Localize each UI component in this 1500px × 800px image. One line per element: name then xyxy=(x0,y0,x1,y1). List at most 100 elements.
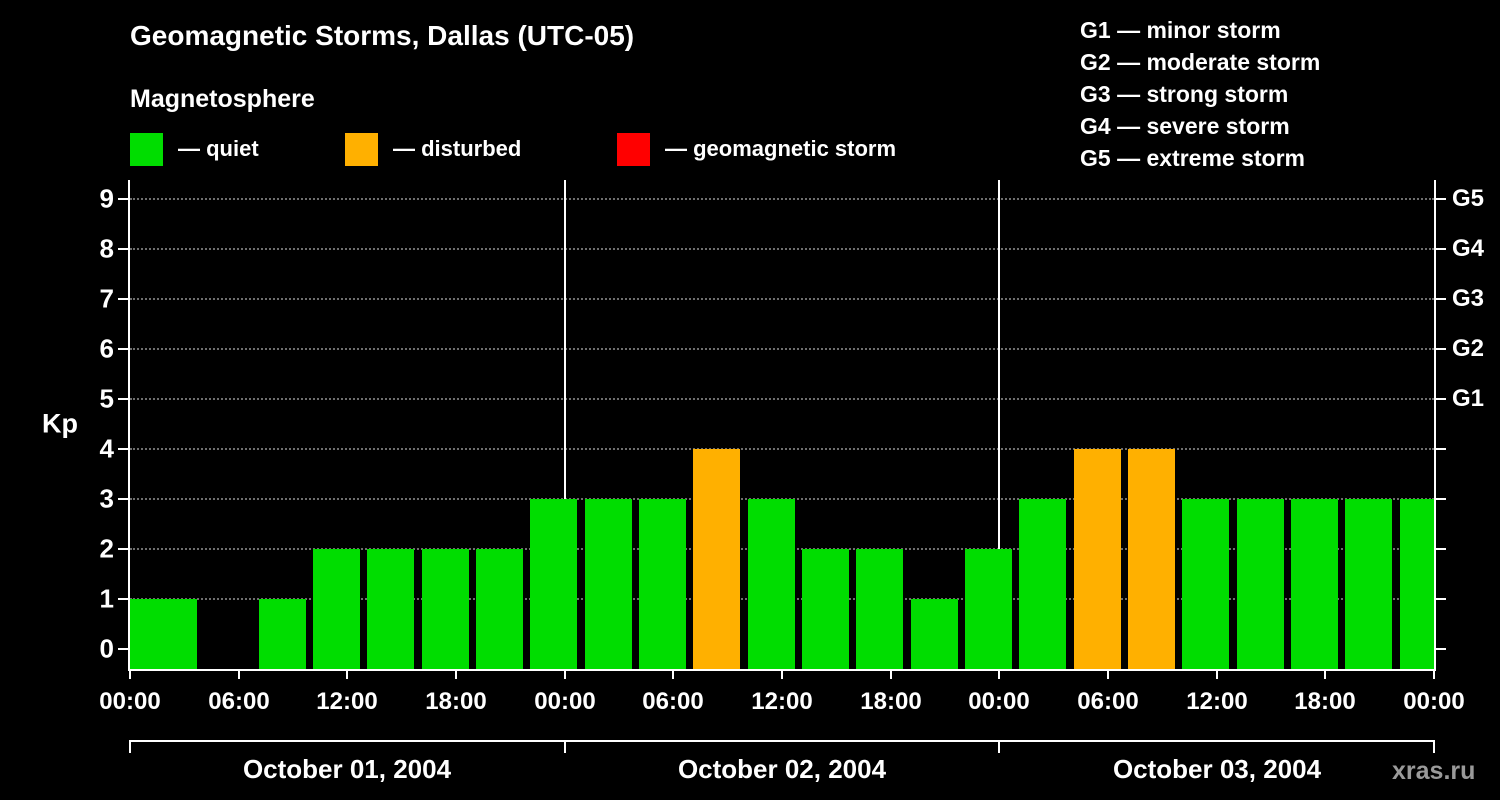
y-tick-label: 6 xyxy=(99,333,114,364)
x-tick xyxy=(129,671,131,679)
x-tick xyxy=(1324,671,1326,679)
y-tick xyxy=(118,198,128,200)
y-tick-label: 1 xyxy=(99,583,114,614)
y-tick-label: 8 xyxy=(99,233,114,264)
date-label: October 01, 2004 xyxy=(242,754,452,784)
x-tick-label: 06:00 xyxy=(642,688,704,715)
kp-bar xyxy=(1074,449,1121,671)
kp-bar xyxy=(367,549,414,671)
g-scale-tick-label: G3 xyxy=(1452,285,1485,312)
legend-item-quiet: — quiet xyxy=(130,132,259,166)
kp-bar xyxy=(1291,499,1338,671)
legend-item-storm: — geomagnetic storm xyxy=(617,132,896,166)
kp-bar xyxy=(911,599,958,671)
quiet-color-swatch xyxy=(130,132,163,166)
x-tick-label: 12:00 xyxy=(1186,688,1248,715)
y-tick xyxy=(118,448,128,450)
legend-label-disturbed: — disturbed xyxy=(393,136,522,161)
x-tick xyxy=(1433,671,1435,679)
g-scale-tick-label: G1 xyxy=(1452,385,1485,412)
y-axis-label: Kp xyxy=(42,408,78,439)
y-tick-label: 0 xyxy=(99,633,114,664)
x-tick-label: 00:00 xyxy=(1403,688,1465,715)
g-legend-line: G3 — strong storm xyxy=(1080,81,1289,107)
y-tick xyxy=(118,398,128,400)
kp-bar xyxy=(1019,499,1066,671)
right-tick xyxy=(1436,298,1446,300)
kp-bar xyxy=(1128,449,1175,671)
right-tick xyxy=(1436,648,1446,650)
x-tick-label: 18:00 xyxy=(425,688,487,715)
x-tick xyxy=(672,671,674,679)
g-legend-line: G2 — moderate storm xyxy=(1080,49,1321,75)
legend-item-disturbed: — disturbed xyxy=(345,132,521,166)
kp-bar xyxy=(639,499,686,671)
kp-bar xyxy=(476,549,523,671)
date-label: October 02, 2004 xyxy=(677,754,887,784)
kp-bar xyxy=(313,549,360,671)
date-axis-tick xyxy=(998,740,1000,753)
storm-color-swatch xyxy=(617,132,650,166)
right-tick xyxy=(1436,348,1446,350)
kp-bar xyxy=(802,549,849,671)
right-tick xyxy=(1436,598,1446,600)
kp-bar xyxy=(259,599,306,671)
legend-label-storm: — geomagnetic storm xyxy=(665,136,897,161)
y-tick-label: 5 xyxy=(99,383,114,414)
x-tick-label: 18:00 xyxy=(1294,688,1356,715)
y-tick xyxy=(118,348,128,350)
y-tick-label: 9 xyxy=(99,183,114,214)
kp-bar xyxy=(530,499,577,671)
kp-bar xyxy=(693,449,740,671)
x-tick xyxy=(890,671,892,679)
date-axis-tick xyxy=(129,740,131,753)
kp-bar-partial xyxy=(130,599,153,671)
x-tick xyxy=(1107,671,1109,679)
x-tick xyxy=(998,671,1000,679)
gridline-kp-6 xyxy=(130,348,1434,350)
g-scale-tick-label: G5 xyxy=(1452,185,1485,212)
x-tick xyxy=(238,671,240,679)
y-axis-line xyxy=(128,180,130,671)
right-tick xyxy=(1436,248,1446,250)
y-tick xyxy=(118,598,128,600)
right-tick xyxy=(1436,198,1446,200)
x-tick xyxy=(564,671,566,679)
kp-bar xyxy=(748,499,795,671)
right-tick xyxy=(1436,498,1446,500)
g-legend-line: G4 — severe storm xyxy=(1080,113,1290,139)
kp-bar xyxy=(856,549,903,671)
watermark: xras.ru xyxy=(1392,757,1476,785)
y-tick-label: 3 xyxy=(99,483,114,514)
g-legend-line: G1 — minor storm xyxy=(1080,17,1281,43)
x-tick xyxy=(455,671,457,679)
disturbed-color-swatch xyxy=(345,132,378,166)
date-label: October 03, 2004 xyxy=(1112,754,1322,784)
gridline-kp-9 xyxy=(130,198,1434,200)
y-tick xyxy=(118,248,128,250)
page-title: Geomagnetic Storms, Dallas (UTC-05) xyxy=(130,20,635,51)
x-tick-label: 00:00 xyxy=(534,688,596,715)
y-tick xyxy=(118,298,128,300)
right-axis-line xyxy=(1434,180,1436,671)
gridline-kp-5 xyxy=(130,398,1434,400)
kp-bar xyxy=(965,549,1012,671)
gridline-kp-7 xyxy=(130,298,1434,300)
y-tick-label: 7 xyxy=(99,283,114,314)
kp-bar xyxy=(1345,499,1392,671)
day-boundary-line xyxy=(564,180,566,669)
kp-bar xyxy=(150,599,197,671)
y-tick xyxy=(118,548,128,550)
y-tick-label: 2 xyxy=(99,533,114,564)
legend-label-quiet: — quiet xyxy=(178,136,259,161)
x-tick xyxy=(1216,671,1218,679)
date-axis-tick xyxy=(1433,740,1435,753)
chart-subtitle: Magnetosphere xyxy=(130,85,315,113)
x-tick-label: 18:00 xyxy=(860,688,922,715)
kp-bar xyxy=(1237,499,1284,671)
right-tick xyxy=(1436,448,1446,450)
gridline-kp-8 xyxy=(130,248,1434,250)
g-scale-legend: G1 — minor storm G2 — moderate storm G3 — … xyxy=(1080,14,1320,174)
g-scale-tick-label: G2 xyxy=(1452,335,1485,362)
